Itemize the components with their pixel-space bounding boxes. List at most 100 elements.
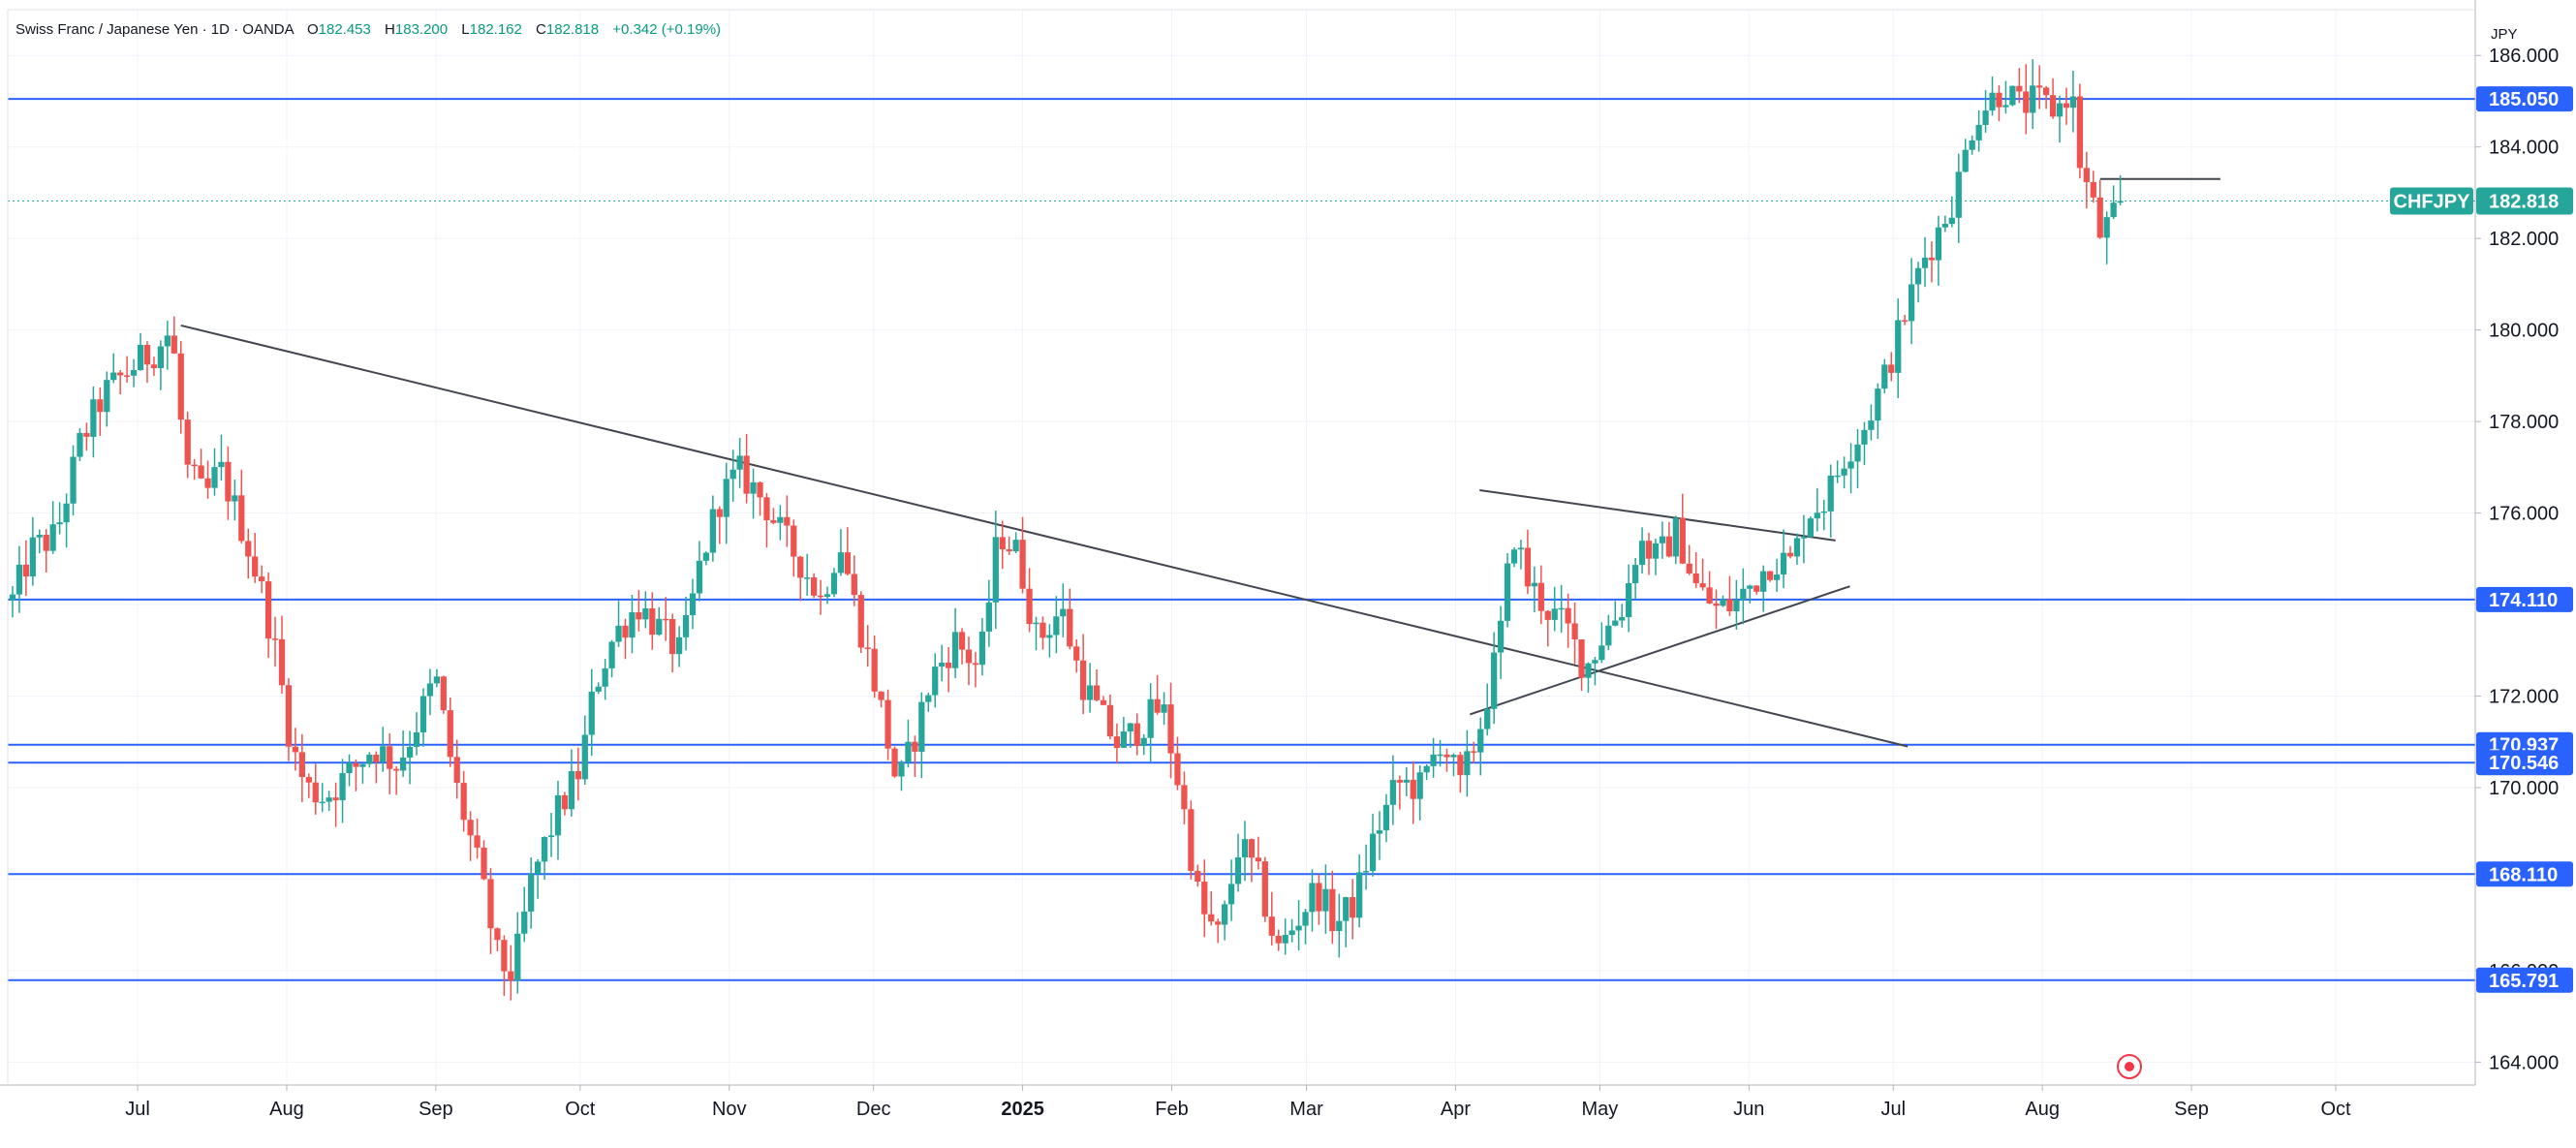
candle-body (1665, 536, 1673, 557)
candle-body (353, 762, 359, 767)
candle-body (837, 552, 845, 574)
candle-body (1343, 897, 1350, 921)
candle-body (1524, 547, 1532, 587)
candle-body (1471, 751, 1477, 753)
candle-body (1227, 884, 1235, 905)
symbol-description: Swiss Franc / Japanese Yen · 1D · OANDA (16, 21, 294, 38)
candle-body (1423, 765, 1430, 773)
candle-body (1046, 635, 1053, 638)
candle-body (716, 509, 723, 517)
candle-body (1720, 599, 1726, 606)
candle-body (16, 564, 23, 595)
candle-body (763, 497, 770, 520)
close-label: C (536, 21, 546, 38)
candle-body (978, 631, 986, 666)
candle-body (1255, 857, 1262, 862)
x-tick-label: Mar (1289, 1099, 1323, 1120)
candlestick-series (9, 59, 2124, 1001)
candle-body (702, 552, 710, 561)
candle-body (1053, 616, 1060, 636)
y-tick-label: 182.000 (2489, 229, 2559, 250)
candle-body (1261, 861, 1268, 917)
event-marker-icon[interactable] (2117, 1054, 2142, 1079)
candle-body (554, 794, 562, 836)
candle-body (1935, 227, 1942, 261)
candle-body (157, 346, 165, 369)
x-tick-label: Sep (419, 1099, 453, 1120)
candle-body (494, 928, 501, 941)
current-symbol-tag (2390, 187, 2473, 215)
candle-body (918, 701, 925, 752)
candle-body (898, 761, 905, 777)
candle-body (508, 971, 514, 981)
candle-body (501, 940, 508, 972)
candle-body (588, 691, 595, 735)
candle-body (1295, 925, 1302, 931)
candle-body (1834, 475, 1841, 478)
candle-body (830, 573, 838, 595)
candle-body (150, 364, 158, 369)
candle-body (393, 768, 400, 771)
candle-body (804, 577, 811, 579)
candle-body (663, 618, 669, 621)
candle-body (1316, 883, 1322, 912)
candle-body (1430, 754, 1437, 766)
candle-body (1174, 753, 1181, 786)
candle-body (1067, 608, 1073, 647)
high-value: 183.200 (394, 21, 449, 38)
candle-body (885, 699, 891, 749)
chart-legend-header: Swiss Franc / Japanese Yen · 1D · OANDA … (16, 21, 721, 38)
candle-body (965, 649, 973, 664)
candle-body (191, 464, 198, 467)
candle-body (56, 522, 63, 525)
candle-body (433, 676, 440, 684)
open-label: O (306, 21, 319, 38)
candle-body (1875, 388, 1881, 421)
candle-body (709, 509, 716, 553)
candle-body (1895, 320, 1902, 373)
candle-body (1827, 475, 1834, 512)
candle-body (1962, 149, 1969, 172)
candle-body (1188, 809, 1195, 871)
level-price-label: 168.110 (2489, 864, 2558, 885)
candle-body (366, 755, 373, 764)
candle-body (117, 372, 124, 376)
candle-body (1181, 785, 1188, 810)
candle-body (1329, 888, 1336, 932)
candle-body (514, 933, 521, 981)
candle-body (958, 632, 966, 650)
y-tick-label: 176.000 (2489, 504, 2559, 525)
candle-body (1080, 660, 1087, 700)
candle-body (1868, 420, 1875, 430)
candle-body (143, 345, 151, 365)
candle-body (252, 556, 259, 577)
candle-body (1464, 751, 1471, 776)
x-tick-label: Nov (712, 1099, 747, 1120)
candle-body (1443, 754, 1450, 758)
candle-body (1786, 552, 1794, 557)
candle-body (844, 552, 852, 574)
candle-body (1241, 839, 1249, 857)
y-tick-label: 172.000 (2489, 687, 2559, 708)
x-tick-label: 2025 (1001, 1099, 1044, 1120)
candle-body (245, 541, 252, 557)
candle-body (1282, 935, 1288, 944)
candle-body (487, 879, 494, 929)
candle-body (346, 762, 353, 774)
candle-body (326, 797, 332, 802)
candle-body (1592, 660, 1598, 664)
high-label: H (385, 21, 395, 38)
current-price-label: 182.818 (2489, 192, 2559, 213)
y-tick-label: 186.000 (2489, 46, 2559, 67)
candle-body (2023, 91, 2030, 113)
candle-body (1195, 870, 1201, 883)
candle-body (864, 647, 871, 649)
candle-body (1841, 468, 1847, 476)
candle-body (2110, 202, 2117, 218)
candle-body (1996, 92, 2002, 108)
candle-body (736, 455, 743, 470)
level-price-tag (2476, 861, 2573, 887)
level-price-label: 185.050 (2489, 89, 2559, 110)
candle-body (177, 353, 184, 420)
